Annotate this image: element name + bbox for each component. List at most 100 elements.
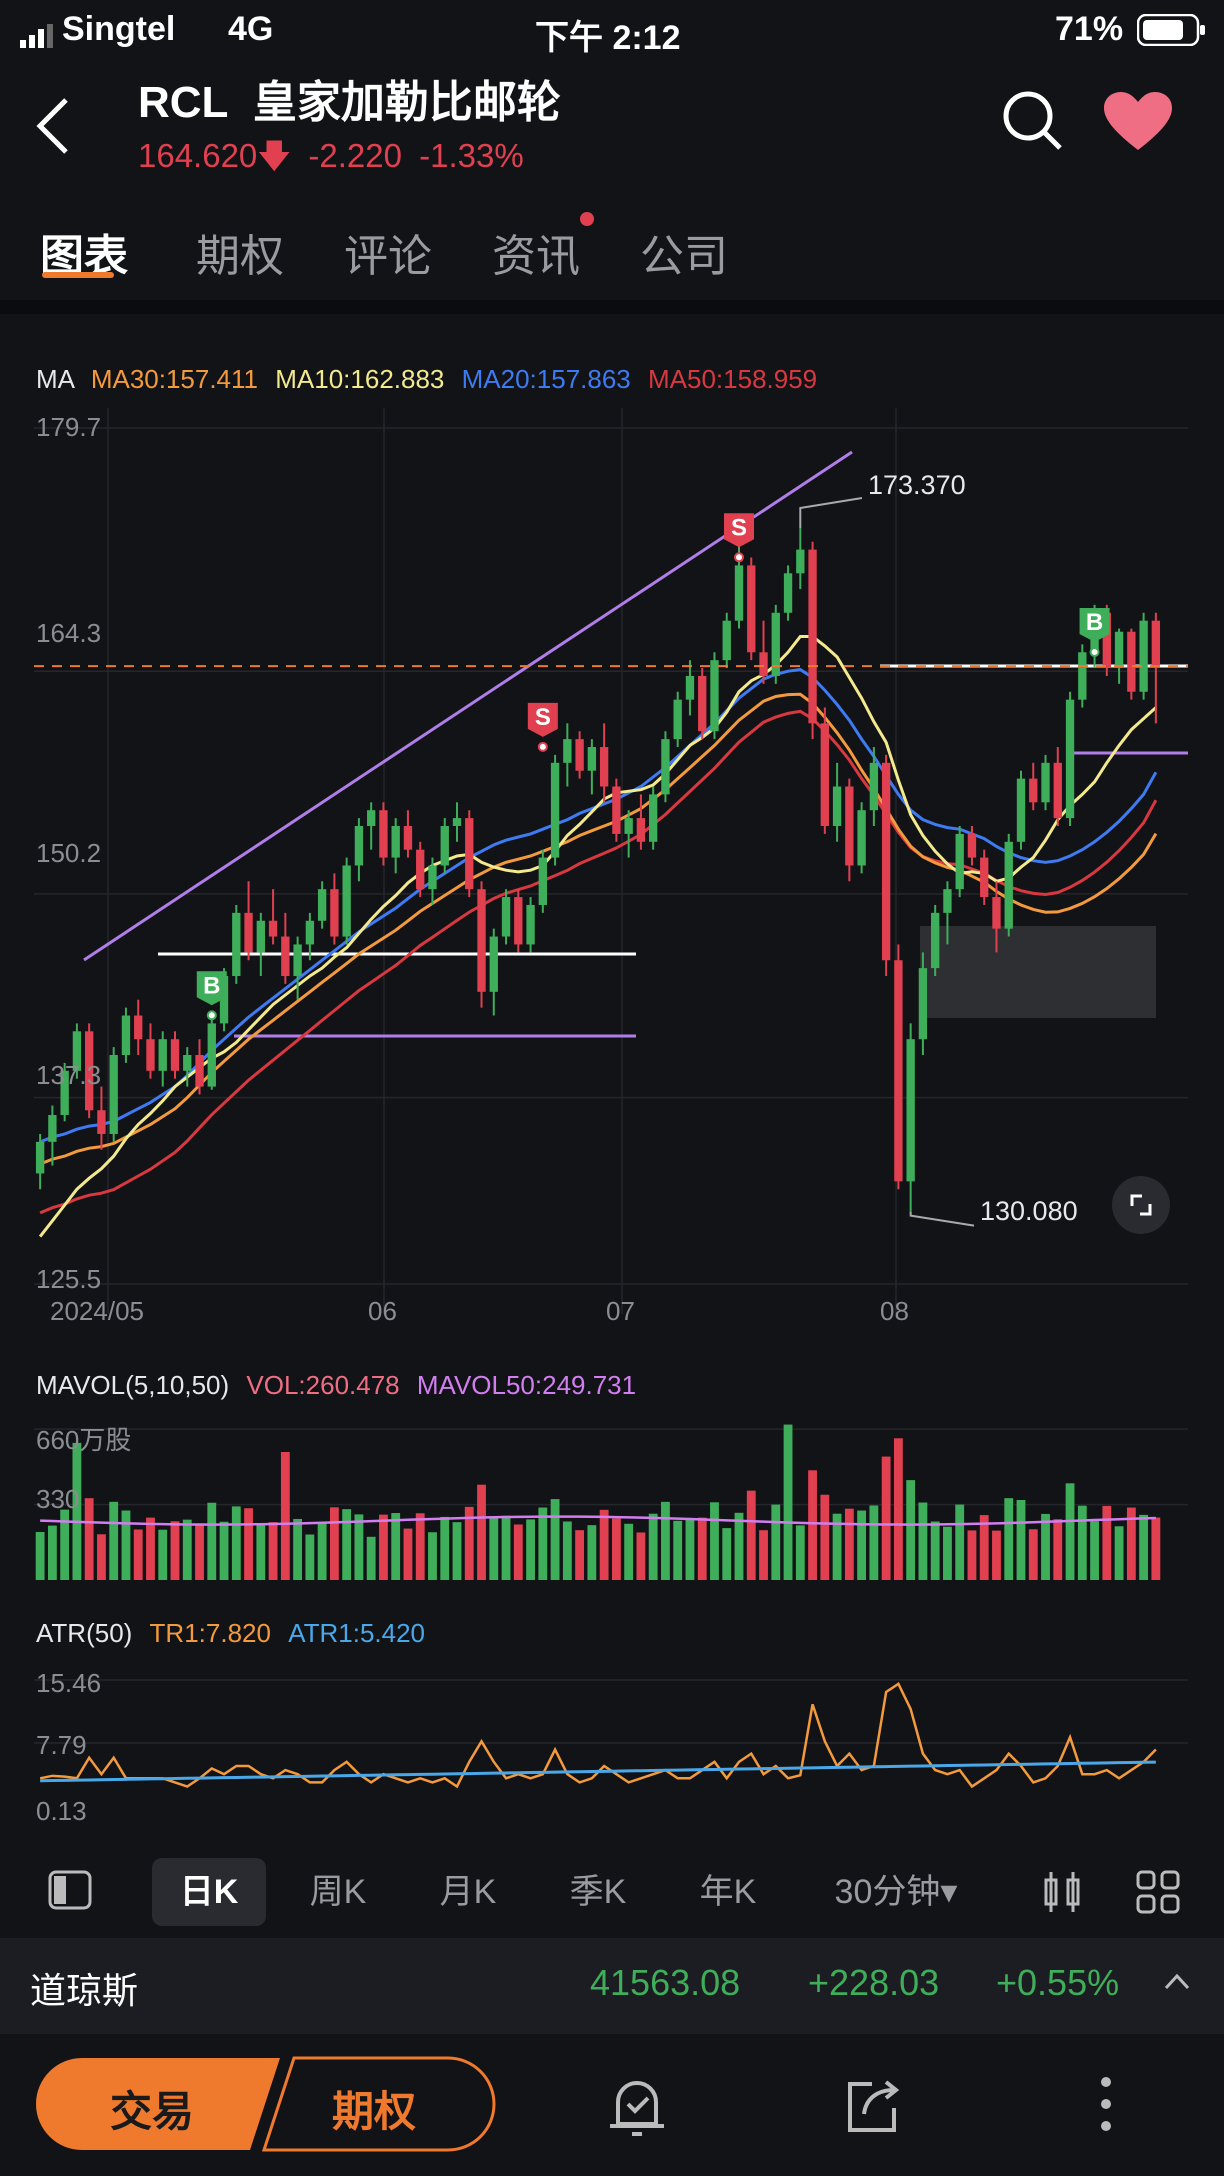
- sell-marker: S: [724, 513, 754, 563]
- candle-body: [820, 723, 829, 826]
- candle-body: [170, 1039, 180, 1071]
- candle-body: [931, 912, 940, 969]
- mavol50-line: [40, 1515, 1156, 1526]
- candle-body: [649, 794, 658, 842]
- candle-body: [489, 936, 498, 992]
- volume-bar: [268, 1522, 278, 1580]
- candle-body: [587, 747, 597, 771]
- volume-bar: [575, 1530, 585, 1580]
- candle-body: [1102, 612, 1111, 669]
- candle-body: [550, 762, 560, 858]
- volume-bar: [158, 1529, 168, 1580]
- tab-company[interactable]: 公司: [640, 232, 728, 281]
- candle-body: [563, 739, 572, 763]
- volume-bar: [943, 1526, 952, 1580]
- volume-bar: [783, 1424, 793, 1580]
- candle-body: [1029, 778, 1038, 803]
- period-monthly[interactable]: 月K: [439, 1873, 497, 1911]
- candle-body: [526, 904, 535, 945]
- volume-bar: [195, 1524, 204, 1580]
- candle-body: [60, 1070, 69, 1116]
- volume-bar: [1126, 1507, 1136, 1580]
- back-icon[interactable]: [30, 96, 74, 161]
- tab-bar: 图表 期权 评论 资讯 公司: [0, 190, 1224, 314]
- volume-bar: [207, 1502, 217, 1580]
- candle-body: [796, 549, 805, 574]
- volume-legend: MAVOL(5,10,50) VOL:260.478 MAVOL50:249.7…: [36, 1370, 636, 1401]
- candle-body: [256, 920, 265, 953]
- tab-comments[interactable]: 评论: [344, 232, 432, 281]
- candle-body: [857, 810, 866, 866]
- period-yearly[interactable]: 年K: [699, 1873, 757, 1911]
- stock-name: 皇家加勒比邮轮: [252, 78, 561, 127]
- ma10-line: [38, 635, 1157, 1238]
- period-30min[interactable]: 30分钟▾: [834, 1873, 958, 1911]
- candle-body: [342, 865, 351, 937]
- candle-body: [710, 660, 719, 732]
- volume-bar: [170, 1521, 180, 1580]
- candle-body: [906, 1039, 915, 1182]
- candle-body: [465, 818, 474, 890]
- volume-bar: [219, 1521, 229, 1580]
- candle-body: [845, 786, 854, 866]
- candle-style-icon[interactable]: [1040, 1870, 1084, 1919]
- trade-button[interactable]: 交易: [110, 2088, 195, 2135]
- candle-body: [1016, 778, 1026, 842]
- volume-bar: [599, 1509, 609, 1580]
- ma30-value: MA30:157.411: [90, 364, 259, 394]
- volume-bar: [795, 1525, 805, 1580]
- index-change: +228.03: [808, 1962, 940, 2003]
- tab-options[interactable]: 期权: [196, 232, 284, 281]
- price-chart[interactable]: B S S B: [0, 400, 1224, 1330]
- period-daily[interactable]: 日K: [152, 1858, 266, 1926]
- volume-bar: [722, 1528, 732, 1580]
- index-value: 41563.08: [590, 1962, 741, 2003]
- tab-news[interactable]: 资讯: [492, 232, 580, 281]
- favorite-heart-icon[interactable]: [1102, 90, 1174, 159]
- sidebar-toggle-icon[interactable]: [48, 1870, 92, 1915]
- options-button[interactable]: 期权: [332, 2088, 417, 2135]
- search-icon[interactable]: [1000, 88, 1064, 157]
- trade-options-pill: [36, 2056, 496, 2152]
- atr-tick-1: 15.46: [36, 1668, 102, 1698]
- change-percent: -1.33%: [419, 137, 524, 174]
- volume-bar: [611, 1518, 621, 1580]
- chevron-up-icon[interactable]: [1164, 1972, 1190, 1997]
- candle-body: [832, 786, 842, 826]
- tr1-value: TR1:7.820: [149, 1618, 271, 1648]
- ma10-value: MA10:162.883: [275, 364, 445, 394]
- grid-menu-icon[interactable]: [1136, 1870, 1180, 1919]
- index-ticker-bar[interactable]: 道琼斯 41563.08 +228.03 +0.55%: [0, 1938, 1224, 2034]
- candle-body: [416, 849, 425, 890]
- share-icon[interactable]: [842, 2074, 902, 2141]
- change: -2.220: [308, 137, 402, 174]
- expand-icon[interactable]: [1112, 1176, 1170, 1234]
- price-tick-2: 164.3: [36, 618, 102, 648]
- candle-body: [452, 818, 462, 826]
- candle-body: [97, 1110, 106, 1134]
- candle-body: [980, 857, 989, 898]
- volume-bar: [550, 1499, 560, 1580]
- volume-bar: [477, 1484, 486, 1580]
- candle-body: [661, 739, 670, 795]
- volume-bar: [869, 1505, 879, 1580]
- candle-body: [501, 897, 511, 937]
- volume-bar: [391, 1513, 401, 1580]
- volume-bar: [293, 1518, 303, 1580]
- atr-chart[interactable]: [0, 1656, 1224, 1826]
- period-quarterly[interactable]: 季K: [569, 1873, 627, 1911]
- volume-bar: [1090, 1521, 1099, 1580]
- alert-bell-icon[interactable]: [606, 2074, 668, 2145]
- candle-body: [1078, 652, 1087, 700]
- candle-body: [673, 699, 682, 740]
- volume-bar: [832, 1513, 842, 1580]
- volume-bar: [661, 1501, 670, 1580]
- high-price-label: 173.370: [868, 470, 966, 500]
- volume-bar: [648, 1513, 658, 1580]
- ma20-line: [39, 668, 1158, 1144]
- period-weekly[interactable]: 周K: [309, 1873, 367, 1911]
- more-icon[interactable]: [1098, 2074, 1114, 2139]
- candle-body: [354, 825, 364, 866]
- candle-body: [575, 739, 584, 771]
- volume-chart[interactable]: [0, 1410, 1224, 1590]
